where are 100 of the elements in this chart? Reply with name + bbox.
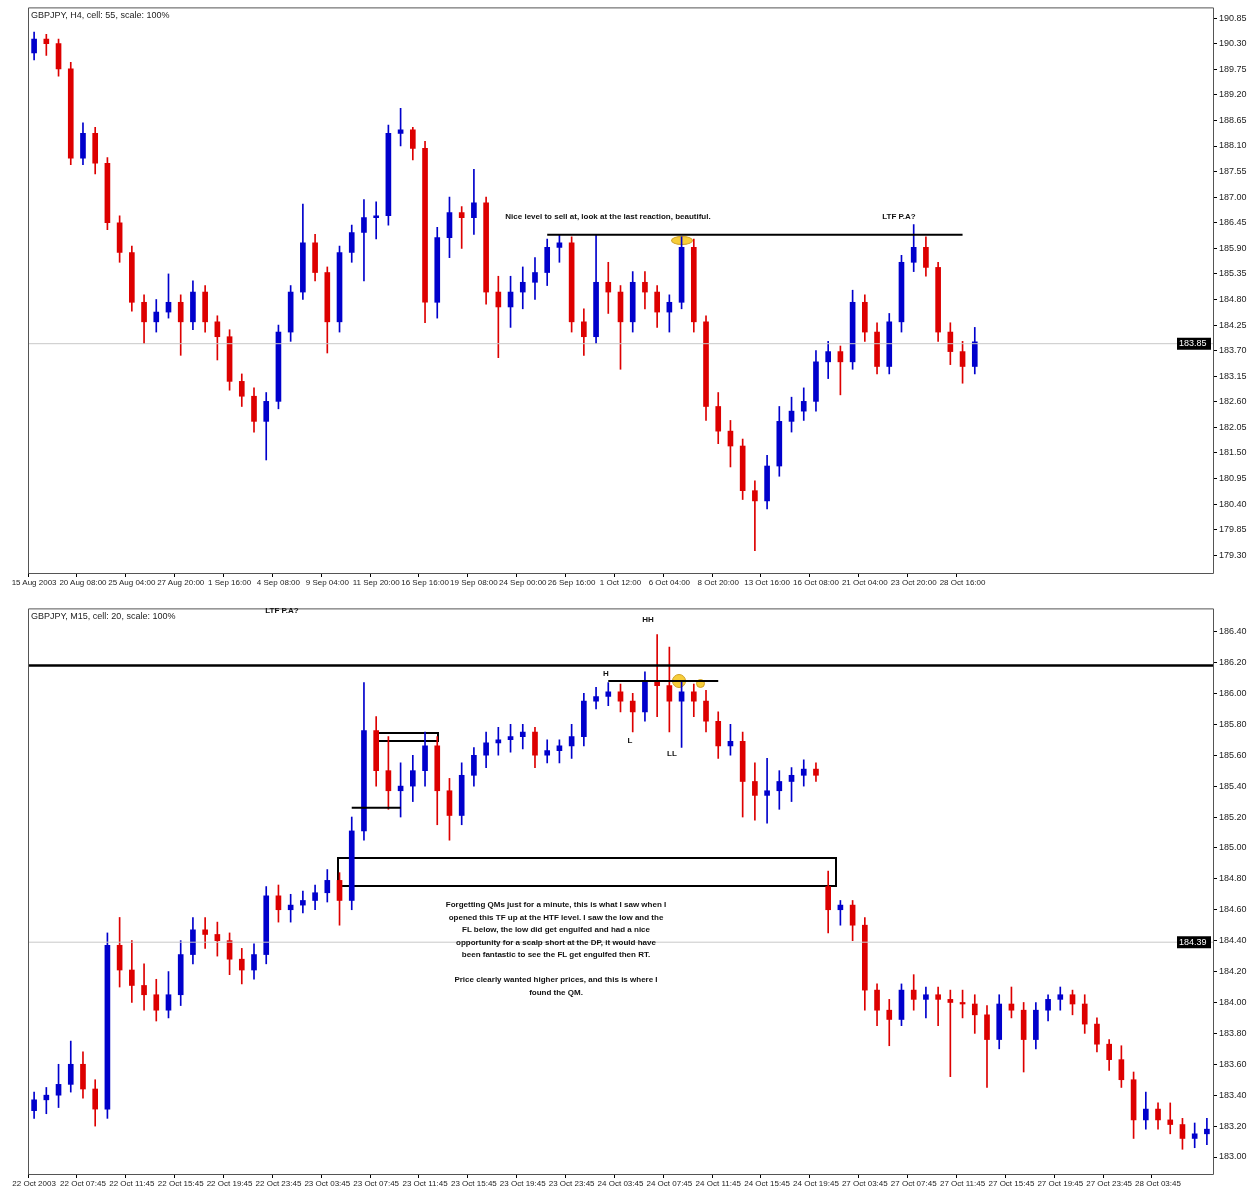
y-tick-label: 180.95 <box>1219 473 1247 484</box>
x-tick-label: 24 Oct 15:45 <box>744 1179 791 1188</box>
candlestick <box>373 201 379 240</box>
ref-line-label: 183.85 <box>1179 338 1207 349</box>
y-tick-label: 181.50 <box>1219 447 1247 458</box>
x-tick-label: 23 Oct 07:45 <box>353 1179 400 1188</box>
annotation: L <box>627 736 633 745</box>
candlestick <box>1191 1122 1198 1149</box>
ref-line-label: 184.39 <box>1179 936 1207 947</box>
x-tick-label: 22 Oct 07:45 <box>60 1179 107 1188</box>
x-tick-label: 27 Oct 23:45 <box>1086 1179 1133 1188</box>
x-tick-label: 24 Oct 03:45 <box>597 1179 644 1188</box>
candlestick <box>593 686 599 710</box>
x-tick-label: 28 Oct 03:45 <box>1135 1179 1182 1188</box>
annotation: Nice level to sell at, look at the last reaction, beautiful. <box>505 212 711 221</box>
annotation: LL <box>667 749 677 758</box>
x-tick-label: 25 Aug 04:00 <box>108 578 156 587</box>
x-tick-label: 24 Sep 00:00 <box>498 578 548 587</box>
x-tick-label: 22 Oct 19:45 <box>206 1179 254 1188</box>
y-tick-label: 186.40 <box>1219 626 1247 637</box>
y-tick-label: 185.90 <box>1219 242 1247 253</box>
candlestick <box>300 890 306 914</box>
x-tick-label: 23 Oct 15:45 <box>451 1179 498 1188</box>
x-tick-label: 24 Oct 11:45 <box>695 1179 742 1188</box>
y-tick-label: 183.20 <box>1219 1120 1247 1131</box>
x-tick-label: 23 Oct 03:45 <box>304 1179 351 1188</box>
candlestick <box>532 257 538 300</box>
y-tick-label: 179.30 <box>1219 549 1247 560</box>
annotation: LTF P.A? <box>882 212 916 221</box>
candlestick <box>605 261 612 314</box>
candlestick <box>141 963 147 1011</box>
candlestick <box>752 480 758 551</box>
y-tick-label: 190.30 <box>1219 38 1247 49</box>
annotation: HH <box>642 615 654 624</box>
candlestick <box>886 999 893 1047</box>
y-tick-label: 179.85 <box>1219 524 1247 535</box>
x-tick-label: 27 Oct 07:45 <box>890 1179 938 1188</box>
x-tick-label: 11 Sep 20:00 <box>352 578 401 587</box>
candlestick <box>519 723 526 750</box>
chart-title: GBPJPY, M15, cell: 20, scale: 100% <box>31 611 176 622</box>
y-tick-label: 187.00 <box>1219 191 1247 202</box>
y-tick-label: 185.00 <box>1219 842 1247 853</box>
candlestick <box>361 199 367 282</box>
y-tick-label: 189.75 <box>1219 63 1247 74</box>
y-tick-label: 185.40 <box>1219 780 1247 791</box>
x-tick-label: 6 Oct 04:00 <box>648 578 691 587</box>
x-tick-label: 22 Oct 23:45 <box>255 1179 302 1188</box>
candlestick <box>935 986 941 1026</box>
x-tick-label: 24 Oct 19:45 <box>793 1179 840 1188</box>
annotation: LTF P.A? <box>265 606 299 615</box>
x-tick-label: 23 Oct 19:45 <box>499 1179 547 1188</box>
x-tick-label: 9 Sep 04:00 <box>305 578 350 587</box>
candlestick <box>776 770 783 810</box>
candlestick <box>1167 1102 1174 1135</box>
x-tick-label: 19 Sep 08:00 <box>450 578 499 587</box>
x-tick-label: 23 Oct 20:00 <box>890 578 938 587</box>
x-tick-label: 8 Oct 20:00 <box>697 578 740 587</box>
y-tick-label: 190.85 <box>1219 12 1247 23</box>
x-tick-label: 27 Oct 15:45 <box>988 1179 1035 1188</box>
chart-title: GBPJPY, H4, cell: 55, scale: 100% <box>31 10 170 21</box>
x-tick-label: 1 Sep 16:00 <box>207 578 252 587</box>
y-tick-label: 189.20 <box>1219 89 1247 100</box>
y-tick-label: 186.45 <box>1219 217 1247 228</box>
y-tick-label: 180.40 <box>1219 498 1247 509</box>
x-tick-label: 22 Oct 2003 <box>12 1179 57 1188</box>
candlestick <box>43 34 50 56</box>
y-tick-label: 182.60 <box>1219 396 1247 407</box>
x-tick-label: 23 Oct 11:45 <box>402 1179 449 1188</box>
x-tick-label: 28 Oct 16:00 <box>939 578 987 587</box>
candlestick <box>923 986 929 1019</box>
x-tick-label: 23 Oct 23:45 <box>548 1179 596 1188</box>
x-tick-label: 4 Sep 08:00 <box>256 578 301 587</box>
x-tick-label: 22 Oct 11:45 <box>109 1179 155 1188</box>
y-tick-label: 187.55 <box>1219 166 1247 177</box>
y-tick-label: 184.80 <box>1219 873 1247 884</box>
candlestick <box>764 757 770 824</box>
y-tick-label: 183.80 <box>1219 1027 1247 1038</box>
candlestick <box>519 266 526 310</box>
y-tick-label: 183.00 <box>1219 1151 1247 1162</box>
y-tick-label: 183.40 <box>1219 1089 1247 1100</box>
x-tick-label: 24 Oct 07:45 <box>646 1179 693 1188</box>
y-tick-label: 183.60 <box>1219 1058 1247 1069</box>
y-tick-label: 184.00 <box>1219 996 1247 1007</box>
candlestick <box>910 974 917 1011</box>
x-tick-label: 26 Sep 16:00 <box>547 578 596 587</box>
x-tick-label: 16 Oct 08:00 <box>793 578 840 587</box>
y-tick-label: 188.10 <box>1219 140 1247 151</box>
x-tick-label: 13 Oct 16:00 <box>744 578 791 587</box>
y-tick-label: 185.60 <box>1219 749 1247 760</box>
text: Forgetting QMs just for a minute, this is what I saw when I opened this TF up at the HTF level. I saw the low and the FL below, the low did get engulfed and had a nice opportunity for a scalp short at the DP, it would have been fantastic to see the FL get engulfed then RT. Price clearly wanted higher prices, and this is where I found the QM. <box>445 900 667 997</box>
x-tick-label: 20 Aug 08:00 <box>59 578 108 587</box>
y-tick-label: 183.15 <box>1219 370 1247 381</box>
y-tick-label: 184.80 <box>1219 293 1247 304</box>
x-tick-label: 27 Oct 11:45 <box>939 1179 986 1188</box>
y-tick-label: 186.00 <box>1219 687 1247 698</box>
y-tick-label: 183.70 <box>1219 345 1247 356</box>
x-tick-label: 27 Aug 20:00 <box>157 578 205 587</box>
candlestick <box>1057 986 1064 1011</box>
x-tick-label: 15 Aug 2003 <box>11 578 58 587</box>
y-tick-label: 184.20 <box>1219 966 1247 977</box>
